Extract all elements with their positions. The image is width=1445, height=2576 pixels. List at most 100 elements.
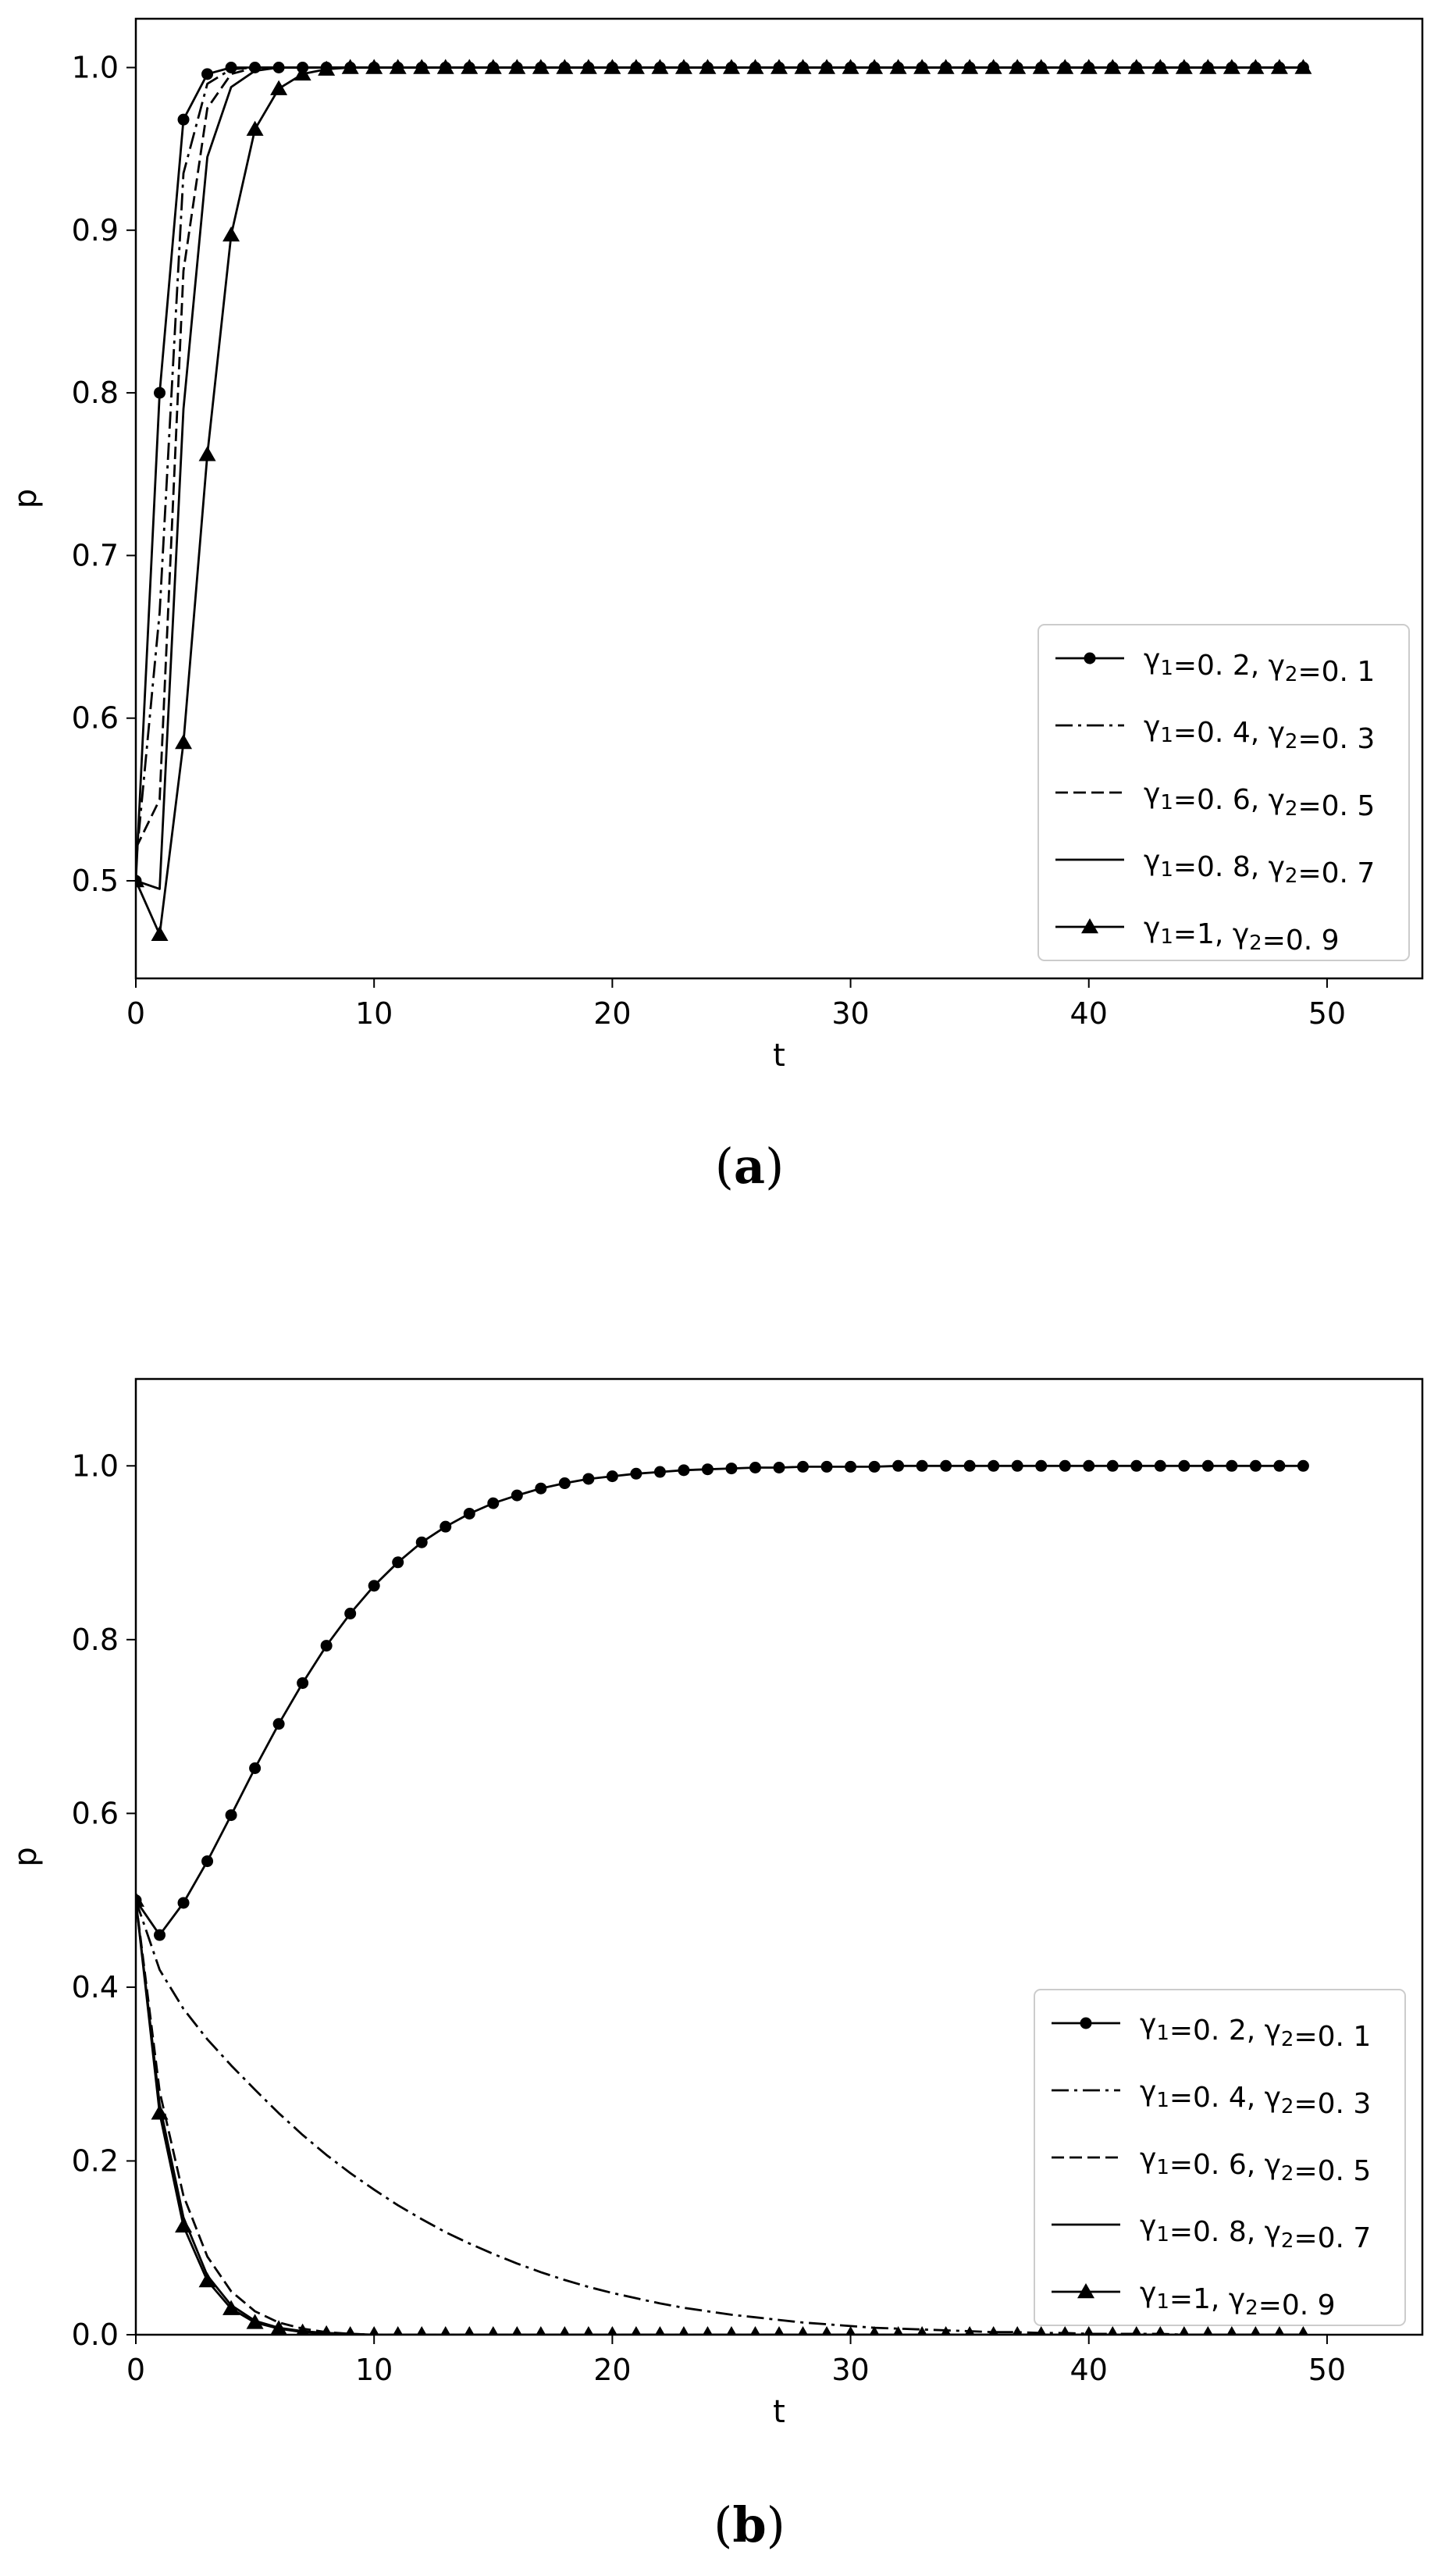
series-1-point [177, 1897, 190, 1909]
y-tick-label: 0.8 [72, 376, 119, 410]
x-tick-label: 20 [593, 996, 631, 1031]
series-5-point [345, 2326, 355, 2335]
x-tick-label: 10 [355, 996, 393, 1031]
series-5-point [136, 872, 144, 888]
series-1-point [1226, 1459, 1238, 1472]
panel-label: (b) [714, 2496, 785, 2553]
series-5-point [1251, 2326, 1261, 2335]
series-5-point [579, 59, 597, 74]
series-5-point [560, 2326, 570, 2335]
series-1-point [249, 1762, 262, 1775]
y-tick-label: 0.5 [72, 864, 119, 898]
series-5-point [341, 59, 359, 74]
legend-label-4: γ1=0. 8, γ2=0. 7 [1144, 845, 1375, 889]
series-5-point [893, 2326, 903, 2335]
series-line-2 [136, 1900, 1304, 2335]
series-5-point [794, 59, 812, 74]
series-5-point [413, 59, 431, 74]
series-5-point [1131, 2326, 1142, 2335]
series-5-point [1056, 59, 1074, 74]
series-5-point [726, 2326, 737, 2335]
x-tick-label: 40 [1070, 2353, 1108, 2387]
series-1-point [1083, 1459, 1095, 1472]
legend-marker-1 [1084, 652, 1096, 664]
series-5-point [866, 59, 884, 74]
x-tick-label: 10 [355, 2353, 393, 2387]
series-1-point [1249, 1459, 1262, 1472]
series-5-point [461, 59, 479, 74]
series-1-point [440, 1520, 452, 1533]
series-1-point [678, 1464, 690, 1477]
series-5-point [1223, 59, 1240, 74]
series-5-point [296, 2323, 309, 2335]
series-5-point [532, 59, 550, 74]
series-1-point [892, 1459, 905, 1472]
series-5-point [294, 65, 311, 81]
series-5-point [389, 59, 407, 74]
x-tick-label: 30 [831, 2353, 869, 2387]
series-5-point [984, 59, 1002, 74]
series-5-point [1247, 59, 1265, 74]
y-tick-label: 0.6 [72, 701, 119, 736]
series-1-point [201, 68, 214, 80]
legend-box [1037, 624, 1410, 961]
x-tick-label: 20 [593, 2353, 631, 2387]
y-tick-label: 0.4 [72, 1970, 119, 2004]
legend-label-1: γ1=0. 2, γ2=0. 1 [1144, 643, 1375, 688]
series-1-point [868, 1460, 881, 1473]
series-5-point [270, 2320, 287, 2335]
series-1-point [1154, 1459, 1166, 1472]
series-1-point [225, 1809, 237, 1822]
series-1-point [988, 1459, 1000, 1472]
y-axis-label: p [8, 489, 44, 508]
series-5-point [842, 59, 860, 74]
series-5-point [393, 2326, 403, 2335]
series-1-point [725, 1463, 738, 1475]
series-5-point [1175, 59, 1193, 74]
series-5-point [1199, 59, 1217, 74]
legend-label-3: γ1=0. 6, γ2=0. 5 [1140, 2143, 1371, 2187]
series-1-point [916, 1459, 928, 1472]
series-5-point [603, 59, 621, 74]
series-5-point [198, 446, 216, 461]
series-5-point [774, 2326, 785, 2335]
plot-area [136, 1459, 1309, 2335]
series-5-point [512, 2326, 522, 2335]
series-5-point [1032, 59, 1050, 74]
y-tick-label: 1.0 [72, 1448, 119, 1483]
series-5-point [246, 120, 264, 136]
series-5-point [246, 2314, 264, 2329]
series-1-point [1130, 1459, 1143, 1472]
series-1-point [272, 1718, 285, 1730]
series-5-point [440, 2326, 451, 2335]
legend-label-5: γ1=1, γ2=0. 9 [1144, 912, 1340, 957]
series-1-point [845, 1460, 857, 1473]
y-tick-label: 0.6 [72, 1796, 119, 1830]
series-5-point [416, 2326, 427, 2335]
y-tick-label: 0.2 [72, 2143, 119, 2178]
series-5-point [1080, 59, 1098, 74]
series-1-point [1106, 1459, 1119, 1472]
series-1-point [582, 1473, 595, 1485]
series-5-point [1270, 59, 1288, 74]
series-5-point [1294, 59, 1312, 74]
legend-marker-5 [1081, 918, 1098, 934]
series-5-point [818, 59, 836, 74]
series-1-point [368, 1580, 380, 1592]
legend-label-2: γ1=0. 4, γ2=0. 3 [1144, 711, 1375, 755]
series-5-point [175, 733, 193, 750]
series-5-point [1012, 2326, 1023, 2335]
x-tick-label: 50 [1308, 996, 1346, 1031]
x-tick-label: 40 [1070, 996, 1108, 1031]
series-5-point [1226, 2326, 1237, 2335]
y-tick-label: 0.8 [72, 1623, 119, 1657]
series-1-point [201, 1855, 214, 1868]
series-5-point [321, 2325, 333, 2335]
legend-marker-5 [1077, 2283, 1094, 2299]
series-5-point [941, 2326, 951, 2335]
chart-panel-a: 0 10 20 30 40 50 0.5 0.6 0.7 0.8 0.9 1.0 t p γ1=0. 2, … [8, 17, 1424, 1195]
series-1-point [511, 1489, 523, 1502]
series-1-point [344, 1607, 357, 1619]
legend-label-4: γ1=0. 8, γ2=0. 7 [1140, 2210, 1371, 2254]
series-5-point [508, 59, 526, 74]
